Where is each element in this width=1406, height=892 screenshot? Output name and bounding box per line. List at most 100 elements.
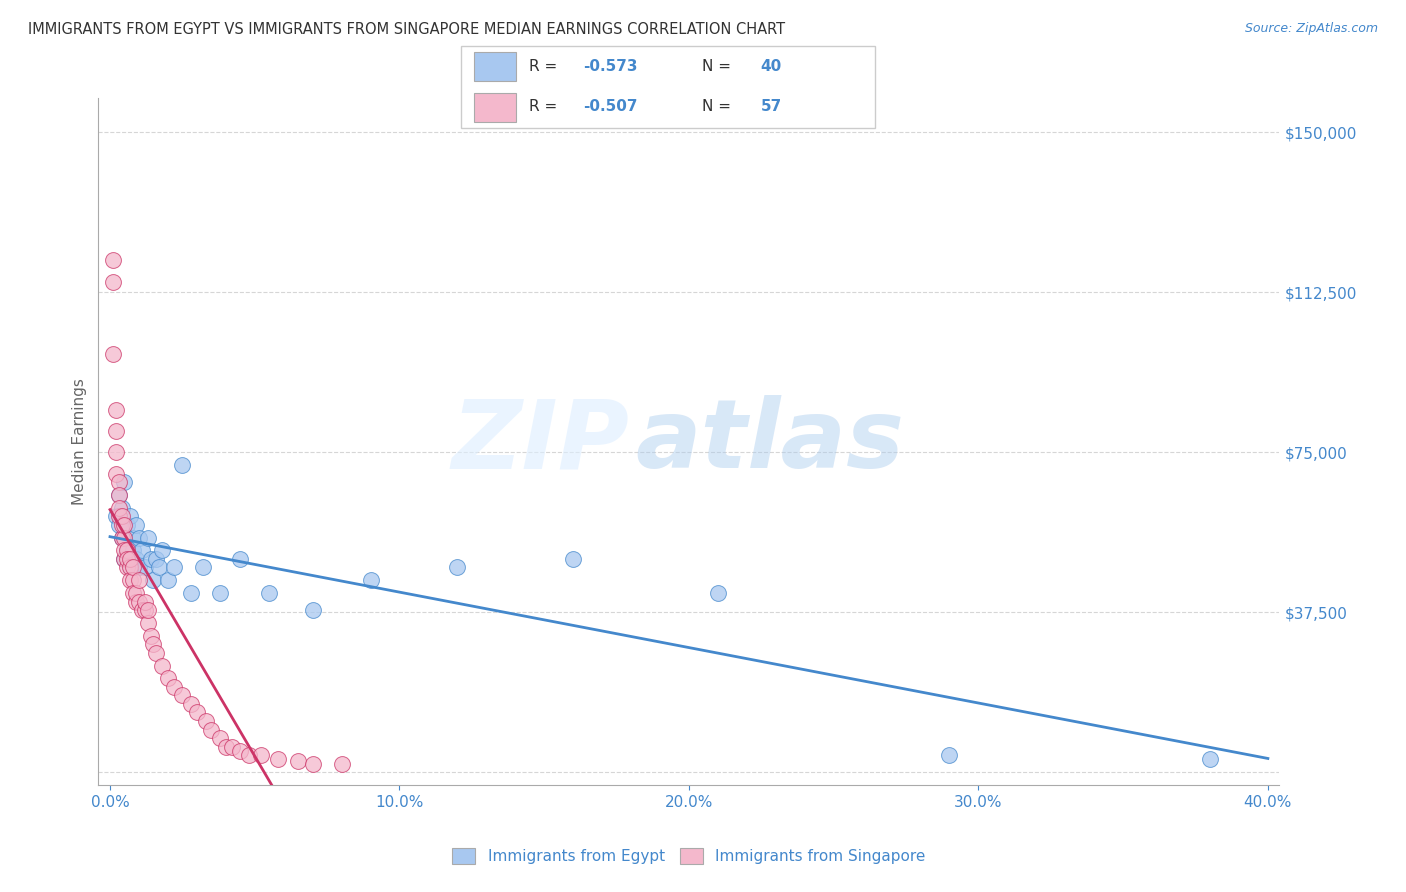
Point [156, 671, 179, 685]
Point [145, 646, 167, 660]
Text: -0.507: -0.507 [583, 99, 638, 114]
Point [117, 543, 139, 558]
Point [120, 509, 142, 524]
Point [114, 543, 136, 558]
Point [134, 603, 156, 617]
Point [150, 543, 173, 558]
Text: N =: N = [702, 59, 735, 74]
Point [120, 560, 142, 574]
Point [107, 488, 129, 502]
Point [110, 517, 132, 532]
Text: -0.573: -0.573 [583, 59, 638, 74]
FancyBboxPatch shape [474, 53, 516, 81]
Point [128, 594, 150, 608]
Point [120, 560, 142, 574]
Point [104, 509, 127, 524]
Point [120, 573, 142, 587]
Point [125, 517, 148, 532]
Point [287, 755, 309, 769]
Text: 57: 57 [761, 99, 782, 114]
Point [122, 573, 145, 587]
Point [186, 706, 208, 720]
Point [139, 552, 162, 566]
Point [163, 680, 186, 694]
Point [150, 658, 173, 673]
Text: Source: ZipAtlas.com: Source: ZipAtlas.com [1244, 22, 1378, 36]
Point [104, 424, 127, 438]
Point [301, 603, 323, 617]
Point [191, 560, 214, 574]
Text: 40: 40 [761, 59, 782, 74]
Point [114, 552, 136, 566]
Text: R =: R = [529, 99, 562, 114]
Point [330, 756, 353, 771]
Point [104, 402, 127, 417]
Point [107, 517, 129, 532]
Point [136, 603, 159, 617]
Legend: Immigrants from Egypt, Immigrants from Singapore: Immigrants from Egypt, Immigrants from S… [444, 840, 934, 872]
FancyBboxPatch shape [461, 46, 875, 128]
Point [125, 594, 148, 608]
Point [194, 714, 217, 728]
Point [134, 594, 156, 608]
Point [938, 748, 960, 763]
Point [110, 500, 132, 515]
Point [104, 467, 127, 481]
Point [114, 531, 136, 545]
Point [208, 731, 231, 745]
Point [180, 697, 202, 711]
Point [122, 560, 145, 574]
Text: atlas: atlas [636, 395, 905, 488]
Point [208, 586, 231, 600]
Point [125, 552, 148, 566]
Point [163, 560, 186, 574]
Point [267, 752, 290, 766]
Point [122, 543, 145, 558]
Point [180, 586, 202, 600]
Point [128, 560, 150, 574]
Point [122, 586, 145, 600]
Point [114, 517, 136, 532]
Text: IMMIGRANTS FROM EGYPT VS IMMIGRANTS FROM SINGAPORE MEDIAN EARNINGS CORRELATION C: IMMIGRANTS FROM EGYPT VS IMMIGRANTS FROM… [28, 22, 785, 37]
Point [142, 573, 165, 587]
Point [136, 615, 159, 630]
Point [1199, 752, 1222, 766]
Point [172, 689, 194, 703]
Point [107, 509, 129, 524]
Point [120, 552, 142, 566]
Point [101, 347, 124, 361]
Point [128, 573, 150, 587]
Point [125, 586, 148, 600]
Point [360, 573, 382, 587]
Point [110, 509, 132, 524]
Point [238, 748, 260, 763]
Point [139, 629, 162, 643]
FancyBboxPatch shape [474, 93, 516, 121]
Text: ZIP: ZIP [451, 395, 630, 488]
Point [110, 531, 132, 545]
Point [107, 488, 129, 502]
Point [107, 500, 129, 515]
Point [301, 756, 323, 771]
Point [101, 253, 124, 268]
Point [110, 531, 132, 545]
Text: N =: N = [702, 99, 735, 114]
Point [172, 458, 194, 472]
Point [131, 543, 153, 558]
Point [134, 560, 156, 574]
Point [221, 739, 243, 754]
Point [145, 552, 167, 566]
Point [257, 586, 280, 600]
Point [131, 603, 153, 617]
Point [142, 637, 165, 651]
Point [114, 552, 136, 566]
Point [117, 552, 139, 566]
Point [446, 560, 468, 574]
Point [128, 531, 150, 545]
Y-axis label: Median Earnings: Median Earnings [72, 378, 87, 505]
Point [249, 748, 271, 763]
Point [156, 573, 179, 587]
Point [101, 275, 124, 289]
Point [104, 445, 127, 459]
Point [117, 560, 139, 574]
